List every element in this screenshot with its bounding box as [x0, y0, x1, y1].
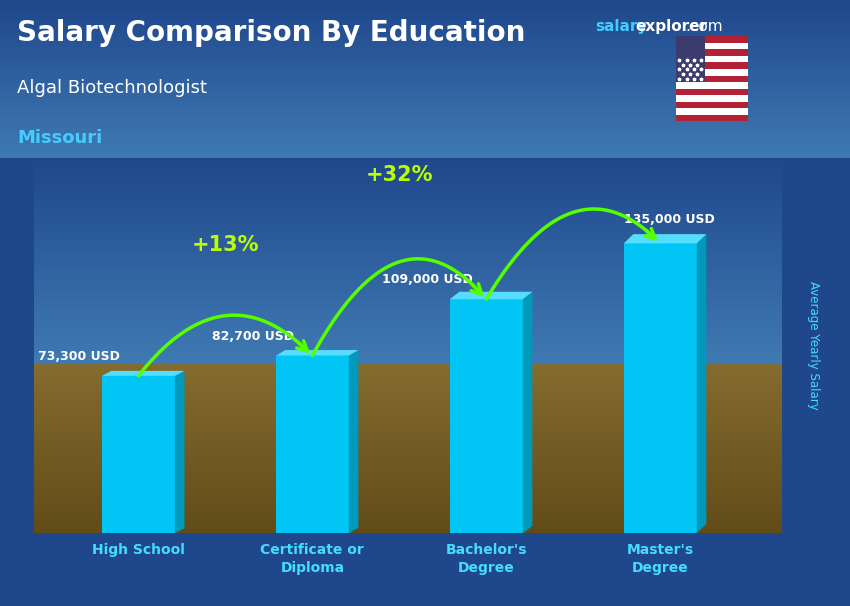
- Bar: [676, 95, 748, 102]
- Text: Salary Comparison By Education: Salary Comparison By Education: [17, 19, 525, 47]
- Text: explorer: explorer: [636, 19, 708, 34]
- Bar: [676, 76, 748, 82]
- Text: Average Yearly Salary: Average Yearly Salary: [808, 281, 820, 410]
- Text: 109,000 USD: 109,000 USD: [382, 273, 473, 287]
- Polygon shape: [450, 291, 532, 299]
- Bar: [676, 43, 748, 50]
- Polygon shape: [697, 234, 706, 533]
- Text: +13%: +13%: [191, 235, 259, 255]
- Bar: [102, 376, 175, 533]
- Bar: [676, 82, 748, 88]
- Bar: [676, 36, 705, 82]
- Bar: [676, 36, 748, 43]
- Bar: [676, 115, 748, 121]
- Text: Algal Biotechnologist: Algal Biotechnologist: [17, 79, 207, 97]
- Polygon shape: [175, 371, 184, 533]
- Text: +24%: +24%: [540, 122, 607, 142]
- Polygon shape: [102, 371, 184, 376]
- Bar: [676, 108, 748, 115]
- Bar: [676, 69, 748, 76]
- Bar: [676, 88, 748, 95]
- Polygon shape: [624, 234, 706, 244]
- Bar: [676, 50, 748, 56]
- Polygon shape: [348, 350, 359, 533]
- Bar: [624, 244, 697, 533]
- Bar: [676, 62, 748, 69]
- Text: salary: salary: [595, 19, 648, 34]
- Bar: [676, 56, 748, 62]
- Bar: [275, 356, 348, 533]
- Text: .com: .com: [685, 19, 722, 34]
- Text: +32%: +32%: [366, 165, 433, 185]
- Polygon shape: [523, 291, 532, 533]
- Polygon shape: [275, 350, 359, 356]
- Text: 82,700 USD: 82,700 USD: [212, 330, 294, 343]
- Bar: [676, 102, 748, 108]
- Text: Missouri: Missouri: [17, 129, 102, 147]
- Text: 135,000 USD: 135,000 USD: [624, 213, 714, 226]
- Text: 73,300 USD: 73,300 USD: [38, 350, 120, 363]
- Bar: [450, 299, 523, 533]
